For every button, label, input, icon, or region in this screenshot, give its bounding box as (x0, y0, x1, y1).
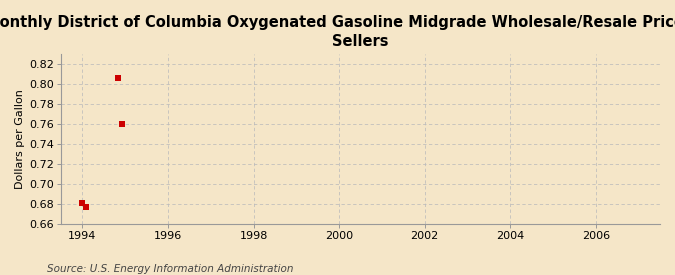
Point (116, 122, 127, 126)
Point (77, 201, 88, 205)
Point (80, 205, 91, 209)
Text: Source: U.S. Energy Information Administration: Source: U.S. Energy Information Administ… (47, 264, 294, 274)
Point (113, 76, 124, 80)
Y-axis label: Dollars per Gallon: Dollars per Gallon (15, 89, 25, 189)
Title: Monthly District of Columbia Oxygenated Gasoline Midgrade Wholesale/Resale Price: Monthly District of Columbia Oxygenated … (0, 15, 675, 49)
